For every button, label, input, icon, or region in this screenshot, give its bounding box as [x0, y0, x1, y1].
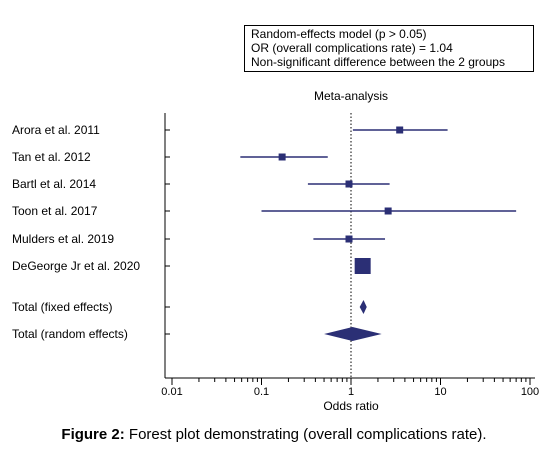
info-line-significance: Non-significant difference between the 2… [251, 55, 505, 69]
study-label: Bartl et al. 2014 [12, 177, 96, 191]
study-label: Tan et al. 2012 [12, 150, 91, 164]
study-point-estimate [345, 180, 353, 188]
x-axis-label: Odds ratio [323, 399, 379, 413]
total-diamond [324, 327, 382, 341]
study-point-estimate [278, 153, 286, 161]
study-label: Arora et al. 2011 [12, 123, 100, 137]
x-tick-label: 100 [521, 386, 539, 398]
study-point-estimate [345, 235, 353, 243]
total-label: Total (random effects) [12, 327, 128, 341]
study-point-estimate [396, 126, 404, 134]
x-tick-label: 0.01 [161, 386, 182, 398]
x-tick-label: 0.1 [254, 386, 269, 398]
x-tick-label: 1 [348, 386, 354, 398]
study-point-estimate [354, 258, 371, 274]
info-line-or: OR (overall complications rate) = 1.04 [251, 41, 453, 55]
info-line-model: Random-effects model (p > 0.05) [251, 27, 427, 41]
forest-plot: Meta-analysis 0.01 0.1 1 10 100 Odds ratio Aror… [12, 89, 539, 413]
chart-title: Meta-analysis [314, 89, 388, 103]
caption-label: Figure 2: [61, 426, 125, 443]
model-info-box: Random-effects model (p > 0.05) OR (over… [244, 25, 534, 72]
study-point-estimate [384, 207, 392, 215]
caption-text: Forest plot demonstrating (overall compl… [124, 426, 487, 443]
figure-caption: Figure 2: Forest plot demonstrating (ove… [0, 426, 548, 443]
total-diamond [359, 300, 367, 314]
study-label: DeGeorge Jr et al. 2020 [12, 259, 140, 273]
total-label: Total (fixed effects) [12, 300, 113, 314]
x-tick-label: 10 [434, 386, 446, 398]
study-label: Toon et al. 2017 [12, 204, 98, 218]
study-label: Mulders et al. 2019 [12, 232, 114, 246]
